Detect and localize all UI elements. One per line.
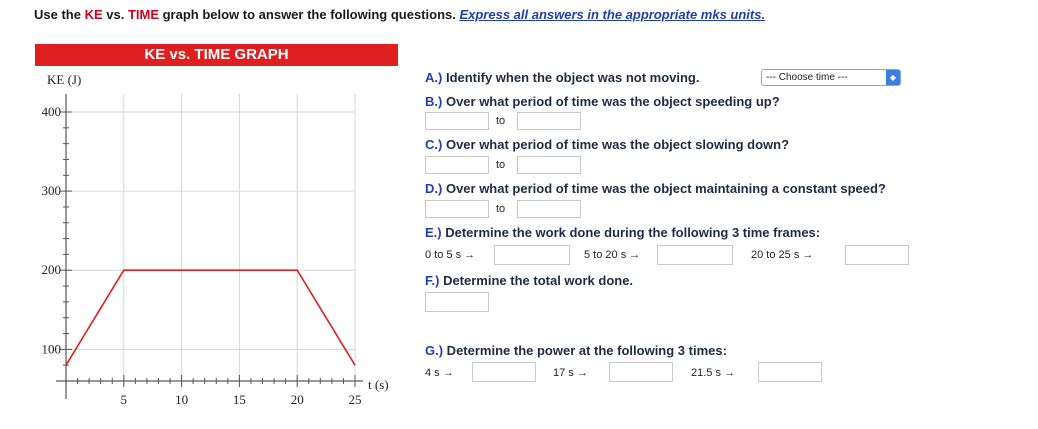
time-word: TIME — [127, 7, 159, 22]
y-tick-label: 300 — [42, 183, 62, 198]
e-work-20-25-input[interactable] — [845, 245, 909, 265]
question-b: B.) Over what period of time was the obj… — [425, 94, 780, 109]
d-to-label: to — [496, 203, 506, 215]
g-time-label: 21.5 s → — [691, 367, 736, 379]
ke-line — [65, 269, 356, 366]
tick-labels: 5 10 15 20 25 100 200 300 400 — [42, 104, 362, 407]
c-to-label: to — [496, 159, 506, 171]
question-g: G.) Determine the power at the following… — [425, 343, 727, 358]
y-axis-label: KE (J) — [47, 72, 81, 87]
chart-title: KE vs. TIME GRAPH — [35, 44, 398, 66]
g-time-label: 4 s → — [425, 367, 454, 379]
g-time-label: 17 s → — [553, 367, 588, 379]
x-tick-label: 20 — [291, 392, 304, 407]
question-e: E.) Determine the work done during the f… — [425, 225, 821, 240]
b-to-label: to — [496, 115, 506, 127]
g-power-17s-input[interactable] — [609, 362, 673, 382]
question-a: A.) Identify when the object was not mov… — [425, 70, 700, 85]
x-tick-label: 10 — [175, 392, 188, 407]
mks-units-link[interactable]: Express all answers in the appropriate m… — [459, 7, 766, 22]
b-end-input[interactable] — [517, 112, 581, 130]
d-start-input[interactable] — [425, 200, 489, 218]
e-frame-label: 20 to 25 s → — [751, 249, 814, 261]
question-d: D.) Over what period of time was the obj… — [425, 181, 886, 196]
x-tick-label: 25 — [349, 392, 362, 407]
d-end-input[interactable] — [517, 200, 581, 218]
g-power-21-5s-input[interactable] — [758, 362, 822, 382]
question-f: F.) Determine the total work done. — [425, 273, 634, 288]
e-work-5-20-input[interactable] — [657, 245, 733, 265]
g-power-4s-input[interactable] — [472, 362, 536, 382]
ke-word: KE — [84, 7, 103, 22]
e-frame-label: 5 to 20 s → — [584, 249, 641, 261]
y-tick-label: 200 — [42, 262, 62, 277]
x-tick-label: 15 — [233, 392, 246, 407]
c-start-input[interactable] — [425, 156, 489, 174]
choose-time-select[interactable]: --- Choose time --- ◆ — [761, 69, 901, 86]
question-c: C.) Over what period of time was the obj… — [425, 137, 790, 152]
ke-series — [65, 269, 356, 366]
c-end-input[interactable] — [517, 156, 581, 174]
grid-lines — [66, 94, 356, 386]
select-arrows-icon: ◆ — [886, 70, 900, 85]
x-tick-label: 5 — [121, 392, 128, 407]
y-tick-label: 400 — [42, 104, 62, 119]
e-frame-label: 0 to 5 s → — [425, 249, 476, 261]
x-axis-label: t (s) — [368, 377, 389, 392]
e-work-0-5-input[interactable] — [494, 245, 570, 265]
b-start-input[interactable] — [425, 112, 489, 130]
y-tick-label: 100 — [42, 341, 62, 356]
f-total-work-input[interactable] — [425, 292, 489, 312]
axes — [56, 94, 363, 399]
instructions: Use the KE vs. TIME graph below to answe… — [34, 7, 766, 22]
